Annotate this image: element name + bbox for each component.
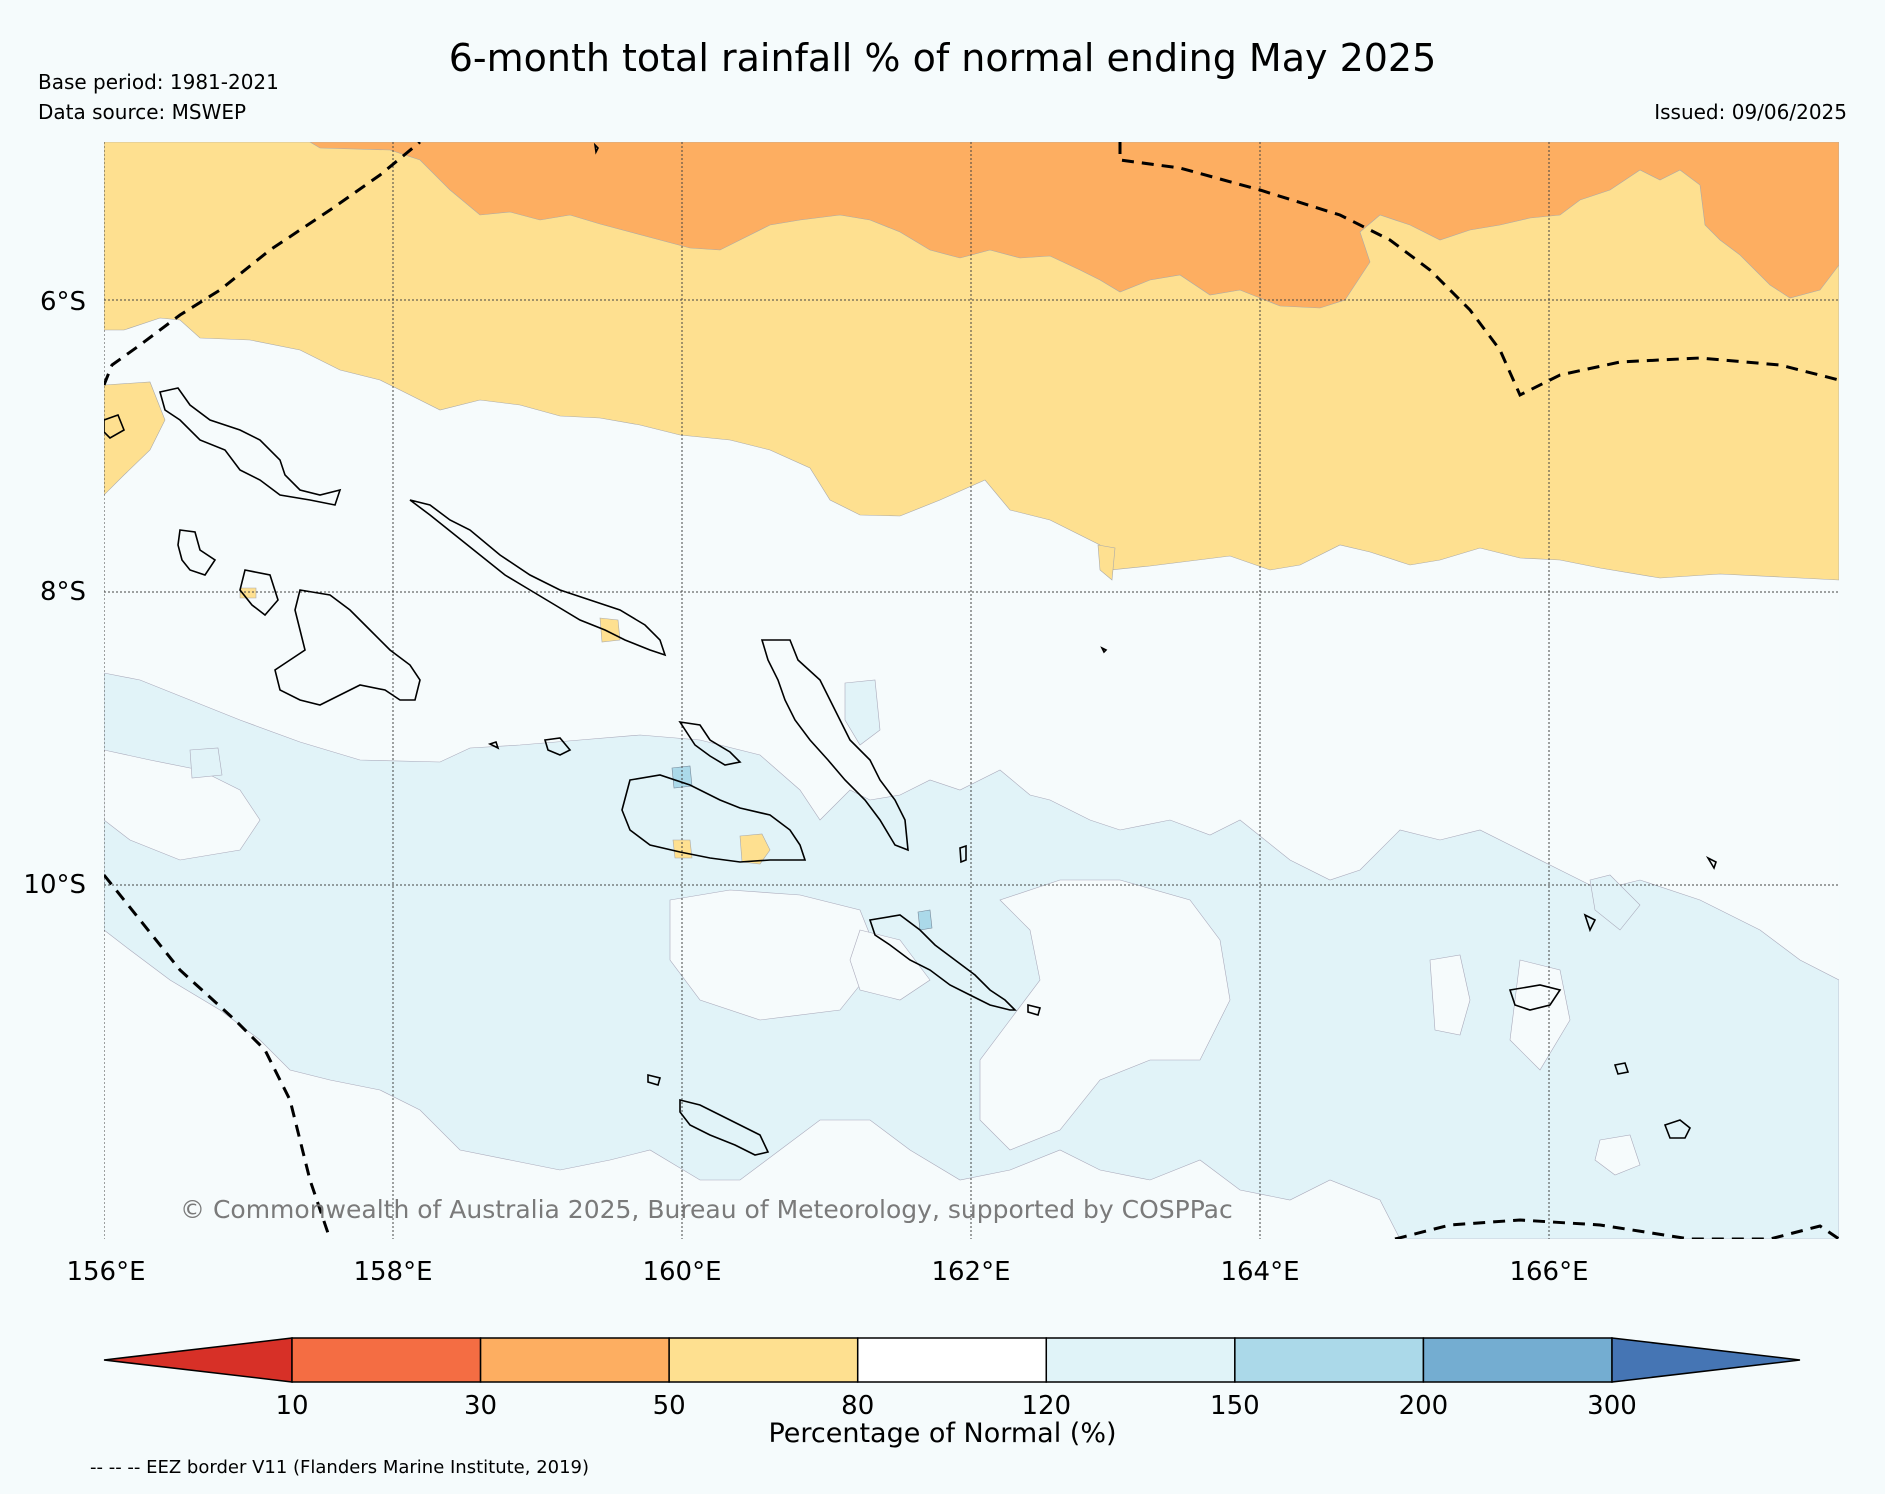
- colorbar-tick-label: 50: [653, 1391, 686, 1421]
- santa-cruz-island: [1508, 984, 1562, 1011]
- guadalcanal-island: [621, 774, 807, 863]
- choiseul-island: [409, 499, 667, 657]
- colorbar-tick-label: 30: [464, 1391, 497, 1421]
- colorbar-tick-label: 300: [1587, 1391, 1637, 1421]
- makira-island: [679, 1098, 770, 1156]
- issued-date-text: Issued: 09/06/2025: [1654, 100, 1847, 124]
- colorbar-title: Percentage of Normal (%): [768, 1418, 1117, 1449]
- eez-border: [104, 142, 1839, 1239]
- colorbar-tick-label: 200: [1399, 1391, 1449, 1421]
- rainfall-zone-50-80-patch: [599, 617, 621, 643]
- colorbar-tick-label: 10: [275, 1391, 308, 1421]
- rainfall-zone-30-50: [309, 142, 1839, 309]
- colorbar-tick-label: 150: [1210, 1391, 1260, 1421]
- islet: [1027, 1003, 1041, 1016]
- colorbar-extend-high: [1611, 1337, 1801, 1383]
- vella-lavella-island: [274, 589, 421, 706]
- coastlines: [104, 142, 1717, 1156]
- graticule: [104, 142, 1839, 1239]
- sikaiana-atoll: [959, 844, 967, 864]
- kolombangara-island: [177, 529, 217, 576]
- eez-legend-note: -- -- -- EEZ border V11 (Flanders Marine…: [90, 1457, 590, 1478]
- data-source-text: Data source: MSWEP: [38, 100, 247, 124]
- colorbar-segment: [1234, 1337, 1425, 1383]
- lon-label-164e: 164°E: [1220, 1257, 1299, 1287]
- vanikoro-island: [1613, 1062, 1630, 1075]
- rainfall-map: 6°S 6°S 8°S 10°S 156°E 158°E 160°E 162°E…: [23, 142, 1839, 1287]
- islet: [1705, 856, 1717, 870]
- colorbar-segment: [668, 1337, 859, 1383]
- rainfall-zone-50-80-patch: [739, 833, 771, 865]
- rainfall-zone-120-150-patch: [1589, 874, 1641, 931]
- rainfall-zone-150-200-patch: [917, 909, 933, 931]
- colorbar-ticks: 10 30 50 80 120 150 200 300: [275, 1391, 1636, 1421]
- islet: [1100, 646, 1108, 654]
- lat-label-6s: 6°S: [40, 287, 86, 317]
- reef-islands: [1583, 913, 1597, 933]
- colorbar: 10 30 50 80 120 150 200 300: [103, 1337, 1801, 1421]
- rainfall-zone-50-80-patch: [1097, 544, 1116, 581]
- utupua-island: [1663, 1119, 1692, 1139]
- colorbar-segment: [1422, 1337, 1613, 1383]
- colorbar-segment: [856, 1337, 1048, 1383]
- colorbar-tick-label: 80: [841, 1391, 874, 1421]
- malaita-island: [868, 914, 1017, 1011]
- rainfall-zone-50-80-patch: [104, 381, 166, 496]
- copyright-notice: © Commonwealth of Australia 2025, Bureau…: [180, 1195, 1233, 1224]
- shortland-islands: [104, 413, 126, 439]
- rainfall-zone-80-120-pocket: [979, 879, 1231, 1151]
- colorbar-tick-label: 120: [1021, 1391, 1071, 1421]
- lon-label-166e: 166°E: [1509, 1257, 1588, 1287]
- base-period-text: Base period: 1981-2021: [38, 70, 279, 94]
- rainfall-zone-80-120-pocket: [1594, 1134, 1641, 1176]
- lat-label-10s: 10°S: [23, 870, 86, 900]
- lat-label-8s: 8°S: [40, 577, 86, 607]
- rainfall-zone-120-150-patch: [189, 747, 223, 779]
- lon-label-162e: 162°E: [931, 1257, 1010, 1287]
- colorbar-segments: [103, 1337, 1801, 1383]
- rainfall-zone-120-150-patch: [844, 679, 881, 746]
- colorbar-extend-low: [103, 1337, 293, 1383]
- lon-label-160e: 160°E: [642, 1257, 721, 1287]
- rainfall-zone-80-120-pocket: [104, 749, 261, 861]
- colorbar-segment: [1045, 1337, 1236, 1383]
- rainfall-zone-80-120-pocket: [849, 929, 931, 1001]
- colorbar-segment: [479, 1337, 670, 1383]
- bougainville-island: [159, 387, 342, 506]
- lon-label-158e: 158°E: [353, 1257, 432, 1287]
- florida-islands: [678, 720, 742, 766]
- colorbar-segment: [291, 1337, 482, 1383]
- islet: [487, 740, 500, 750]
- islet: [593, 142, 599, 155]
- russell-islands: [543, 737, 572, 756]
- page-title: 6-month total rainfall % of normal endin…: [448, 36, 1437, 80]
- lon-label-156e: 156°E: [66, 1257, 145, 1287]
- new-georgia-island: [239, 569, 279, 617]
- rennell-island: [647, 1073, 661, 1086]
- rainfall-zone-80-120-pocket: [1429, 954, 1471, 1036]
- santa-isabel-island: [760, 639, 909, 852]
